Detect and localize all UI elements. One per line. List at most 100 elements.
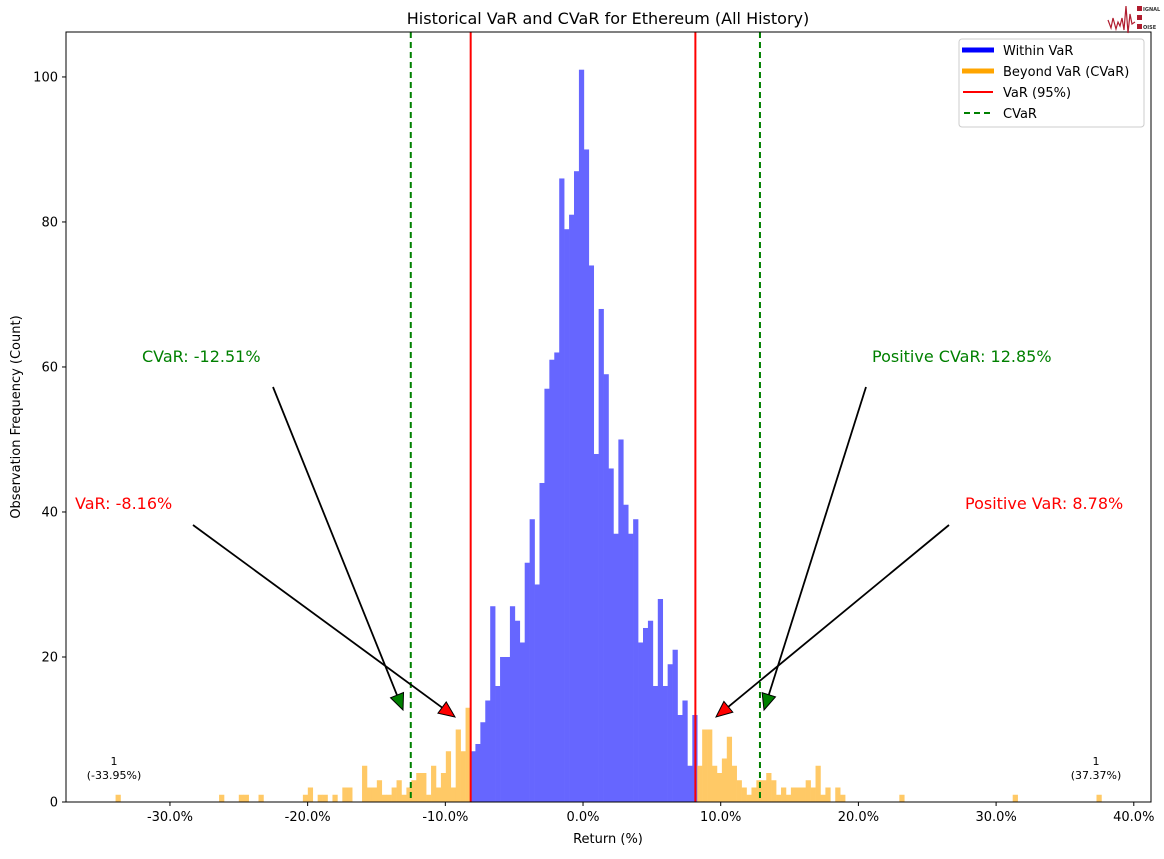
bar-beyond-var (362, 765, 368, 802)
annotation-arrow-shaft (727, 524, 950, 708)
legend-label-beyond: Beyond VaR (CVaR) (1003, 65, 1129, 80)
bar-beyond-var (716, 772, 723, 802)
bar-within-var (638, 642, 644, 802)
y-tick-label: 40 (41, 505, 58, 520)
bar-beyond-var (421, 772, 427, 802)
bar-beyond-var (371, 787, 378, 802)
bar-within-var (534, 584, 540, 802)
bar-beyond-var (426, 794, 432, 802)
extreme-right-label: (37.37%) (1071, 769, 1122, 782)
bar-within-var (643, 627, 649, 802)
bar-beyond-var (820, 794, 826, 802)
bar-beyond-var (761, 780, 767, 802)
annotation-arrowhead-icon (389, 691, 405, 712)
bar-beyond-var (391, 787, 397, 802)
chart-title: Historical VaR and CVaR for Ethereum (Al… (407, 9, 809, 28)
y-tick-label: 0 (50, 796, 58, 811)
bar-within-var (569, 214, 575, 803)
bar-within-var (529, 519, 535, 802)
x-tick-label: 20.0% (838, 810, 879, 825)
bar-beyond-var (899, 794, 905, 802)
bar-beyond-var (431, 765, 437, 802)
bar-within-var (623, 504, 629, 802)
bar-beyond-var (795, 787, 802, 802)
bar-within-var (588, 265, 595, 802)
bar-within-var (657, 598, 664, 802)
annotation-arrows (192, 386, 950, 718)
bar-beyond-var (465, 707, 471, 802)
bar-beyond-var (766, 772, 772, 802)
bar-beyond-var (258, 794, 264, 802)
svg-text:OISE: OISE (1143, 25, 1157, 31)
bar-beyond-var (697, 765, 703, 802)
bar-within-var (682, 700, 688, 802)
bar-within-var (598, 308, 604, 802)
bar-beyond-var (835, 787, 841, 802)
bar-within-var (672, 649, 678, 802)
bar-beyond-var (746, 794, 752, 802)
bar-within-var (495, 685, 501, 802)
annotation-cvar-left: CVaR: -12.51% (142, 347, 261, 366)
bar-beyond-var (721, 758, 728, 802)
bar-beyond-var (781, 787, 787, 802)
legend-label-cvar: CVaR (1003, 107, 1037, 122)
bar-beyond-var (243, 794, 249, 802)
bar-beyond-var (1096, 794, 1102, 802)
bar-within-var (647, 620, 654, 802)
bar-within-var (662, 685, 668, 802)
signal-2-noise-logo: IGNAL OISE (1107, 5, 1161, 34)
bar-within-var (573, 171, 580, 802)
x-tick-label: 40.0% (1113, 810, 1154, 825)
bar-within-var (633, 519, 639, 802)
annotation-var-left: VaR: -8.16% (75, 494, 172, 513)
bar-within-var (578, 69, 585, 802)
bar-beyond-var (366, 787, 373, 802)
x-tick-label: -10.0% (422, 810, 468, 825)
bar-beyond-var (731, 765, 737, 802)
bar-beyond-var (707, 729, 713, 802)
bar-beyond-var (1012, 794, 1018, 802)
y-tick-label: 80 (41, 215, 58, 230)
bar-within-var (559, 178, 565, 803)
x-axis: -30.0% -20.0% -10.0% 0.0% 10.0% 20.0% 30.0% 40.… (147, 802, 1154, 825)
bar-beyond-var (317, 794, 323, 802)
x-tick-label: 30.0% (975, 810, 1016, 825)
annotation-arrowhead-icon (715, 700, 734, 718)
bar-within-var (485, 700, 491, 802)
annotations: CVaR: -12.51% VaR: -8.16% Positive CVaR:… (75, 347, 1123, 782)
y-axis: 0 20 40 60 80 100 (33, 70, 66, 811)
bar-beyond-var (702, 729, 708, 802)
bar-beyond-var (302, 794, 309, 802)
bar-beyond-var (342, 787, 348, 802)
bar-within-var (539, 482, 545, 802)
bar-within-var (504, 656, 511, 802)
bar-beyond-var (726, 736, 733, 802)
threshold-lines (409, 32, 761, 802)
bar-within-var (514, 620, 521, 802)
bar-beyond-var (435, 787, 442, 802)
bar-within-var (628, 533, 634, 802)
bar-beyond-var (810, 787, 816, 802)
bar-beyond-var (771, 780, 777, 802)
bar-within-var (608, 468, 614, 802)
bar-beyond-var (440, 772, 447, 802)
bar-within-var (593, 453, 599, 802)
bar-within-var (564, 229, 570, 803)
bar-beyond-var (219, 794, 225, 802)
bar-beyond-var (386, 794, 392, 802)
bar-beyond-var (376, 780, 383, 802)
bar-beyond-var (756, 780, 762, 802)
annotation-arrowhead-icon (761, 691, 777, 712)
bar-beyond-var (450, 787, 456, 802)
bar-within-var (652, 685, 659, 802)
bar-within-var (687, 765, 693, 802)
bar-beyond-var (381, 794, 387, 802)
bar-beyond-var (401, 794, 407, 802)
bar-within-var (490, 606, 496, 802)
y-tick-label: 20 (41, 650, 58, 665)
bar-beyond-var (238, 794, 245, 802)
annotation-var-right: Positive VaR: 8.78% (965, 494, 1123, 513)
x-tick-label: -20.0% (285, 810, 331, 825)
y-tick-label: 100 (33, 70, 58, 85)
bar-within-var (554, 352, 560, 802)
